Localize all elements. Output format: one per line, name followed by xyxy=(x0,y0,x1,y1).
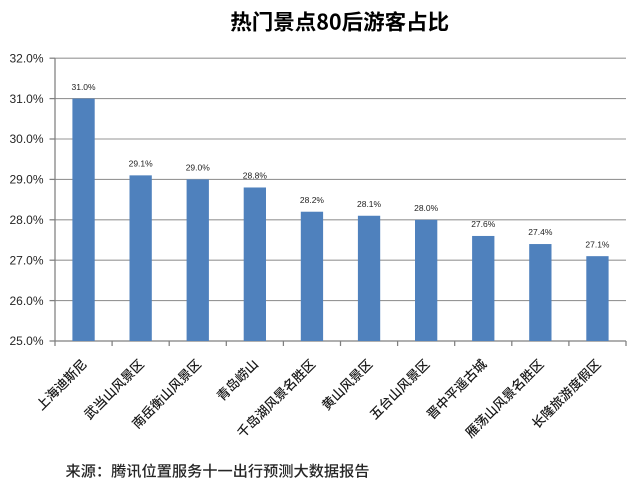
svg-text:28.0%: 28.0% xyxy=(9,213,43,227)
svg-text:27.0%: 27.0% xyxy=(9,253,43,267)
svg-text:28.1%: 28.1% xyxy=(357,199,382,209)
svg-text:30.0%: 30.0% xyxy=(9,132,43,146)
svg-text:31.0%: 31.0% xyxy=(9,92,43,106)
svg-text:27.6%: 27.6% xyxy=(471,219,496,229)
svg-text:27.4%: 27.4% xyxy=(528,227,553,237)
svg-text:32.0%: 32.0% xyxy=(9,51,43,65)
svg-text:31.0%: 31.0% xyxy=(71,82,96,92)
svg-text:29.1%: 29.1% xyxy=(129,159,154,169)
svg-text:27.1%: 27.1% xyxy=(585,239,610,249)
svg-text:28.2%: 28.2% xyxy=(300,195,325,205)
svg-text:28.8%: 28.8% xyxy=(243,171,268,181)
svg-text:25.0%: 25.0% xyxy=(9,334,43,348)
svg-text:29.0%: 29.0% xyxy=(186,163,211,173)
svg-text:26.0%: 26.0% xyxy=(9,294,43,308)
svg-text:28.0%: 28.0% xyxy=(414,203,439,213)
svg-text:29.0%: 29.0% xyxy=(9,173,43,187)
